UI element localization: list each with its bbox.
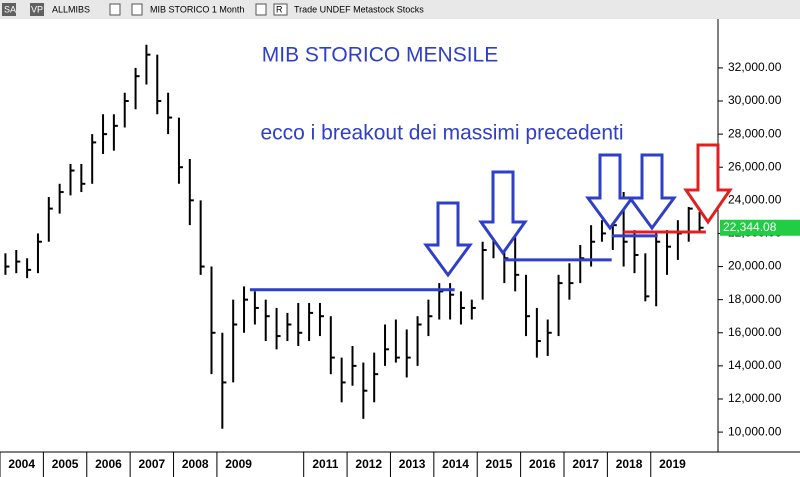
y-tick-label: 30,000.00: [728, 93, 782, 107]
y-tick-label: 26,000.00: [728, 159, 782, 173]
last-value-box: [720, 219, 800, 236]
y-tick-label: 10,000.00: [728, 424, 782, 438]
x-tick-label: 2006: [95, 457, 122, 471]
toolbar-text: Trade UNDEF Metastock Stocks: [294, 4, 424, 14]
x-tick-label: 2004: [8, 457, 35, 471]
x-tick-label: 2012: [355, 457, 382, 471]
y-tick-label: 16,000.00: [728, 325, 782, 339]
arrow: [423, 201, 473, 278]
y-tick-label: 32,000.00: [728, 60, 782, 74]
x-tick-label: 2011: [312, 457, 338, 471]
x-tick-label: 2015: [486, 457, 513, 471]
x-tick-label: 2009: [225, 457, 252, 471]
x-tick-label: 2018: [616, 457, 643, 471]
toolbar-text: SA: [4, 4, 16, 14]
x-tick-label: 2005: [52, 457, 79, 471]
y-tick-label: 18,000.00: [728, 292, 782, 306]
toolbar-text: ALLMIBS: [52, 4, 90, 14]
annotation: ecco i breakout dei massimi precedenti: [260, 122, 623, 145]
x-tick-label: 2014: [442, 457, 469, 471]
x-tick-label: 2013: [399, 457, 426, 471]
x-tick-label: 2016: [529, 457, 556, 471]
x-tick-label: 2019: [659, 457, 686, 471]
last-value-label: 22,344.08: [723, 220, 777, 234]
x-tick-label: 2017: [572, 457, 599, 471]
x-tick-label: 2007: [138, 457, 165, 471]
toolbar-button[interactable]: [30, 3, 44, 16]
arrows: [423, 143, 733, 278]
arrow: [627, 153, 677, 231]
arrow: [585, 153, 635, 231]
dropdown[interactable]: [109, 3, 121, 16]
dropdown[interactable]: [255, 3, 267, 16]
y-tick-label: 28,000.00: [728, 126, 782, 140]
toolbar-button[interactable]: [2, 3, 16, 16]
x-tick-label: 2008: [182, 457, 209, 471]
y-tick-label: 20,000.00: [728, 259, 782, 273]
chart-title: MIB STORICO MENSILE: [262, 44, 499, 67]
y-tick-label: 14,000.00: [728, 358, 782, 372]
dropdown[interactable]: [131, 3, 143, 16]
toolbar-text: R: [276, 4, 283, 14]
toolbar-text: MIB STORICO 1 Month: [150, 4, 244, 14]
y-tick-label: 24,000.00: [728, 193, 782, 207]
y-tick-label: 12,000.00: [728, 391, 782, 405]
arrow: [478, 170, 528, 256]
toolbar: [0, 0, 800, 19]
toolbar-text: VP: [31, 4, 43, 14]
dropdown[interactable]: [273, 3, 288, 16]
arrow: [683, 143, 733, 225]
